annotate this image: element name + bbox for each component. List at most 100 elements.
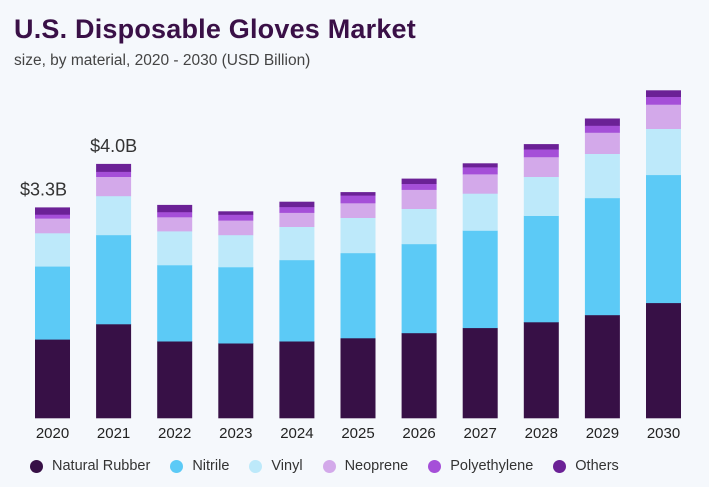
segment-others-2030 (646, 90, 681, 97)
total-label: $3.3B (20, 179, 67, 199)
segment-nitrile-2029 (584, 197, 620, 316)
segment-neoprene-2025 (340, 203, 376, 218)
segment-natural-rubber-2027 (462, 327, 498, 419)
legend: Natural Rubber Nitrile Vinyl Neoprene Polyet… (30, 458, 639, 474)
segment-natural-rubber-2030 (646, 302, 681, 419)
legend-swatch (428, 459, 442, 473)
legend-label: Neoprene (344, 458, 409, 474)
segment-nitrile-2023 (218, 267, 254, 344)
segment-vinyl-2024 (279, 226, 315, 261)
bar-2025 (340, 192, 376, 419)
segment-natural-rubber-2023 (218, 343, 254, 419)
bar-2028 (523, 144, 559, 419)
segment-others-2027 (462, 163, 498, 168)
legend-item: Polyethylene (428, 458, 533, 474)
legend-item: Neoprene (322, 458, 409, 474)
legend-item: Vinyl (249, 458, 303, 474)
legend-item: Nitrile (170, 458, 229, 474)
segment-natural-rubber-2028 (523, 322, 559, 419)
segment-nitrile-2030 (646, 174, 681, 304)
segment-others-2023 (218, 211, 254, 215)
segment-vinyl-2026 (401, 208, 437, 245)
total-label: $4.0B (90, 136, 137, 156)
segment-neoprene-2027 (462, 174, 498, 194)
segment-nitrile-2028 (523, 215, 559, 323)
segment-natural-rubber-2024 (279, 341, 315, 419)
x-tick-label: 2023 (219, 425, 252, 442)
legend-label: Polyethylene (450, 458, 534, 474)
segment-polyethylene-2026 (401, 183, 437, 190)
segment-natural-rubber-2022 (157, 341, 193, 419)
segment-neoprene-2023 (218, 220, 254, 236)
segment-polyethylene-2029 (584, 125, 620, 133)
bar-2021 (96, 163, 132, 419)
segment-others-2028 (523, 144, 559, 150)
segment-neoprene-2030 (646, 104, 681, 129)
segment-natural-rubber-2021 (96, 323, 132, 419)
segment-nitrile-2021 (96, 235, 132, 325)
segment-vinyl-2021 (96, 195, 132, 236)
segment-nitrile-2027 (462, 230, 498, 329)
legend-item: Natural Rubber (30, 458, 150, 474)
x-tick-label: 2022 (158, 425, 191, 442)
x-tick-label: 2028 (525, 425, 558, 442)
segment-others-2020 (35, 207, 70, 215)
segment-polyethylene-2023 (218, 214, 254, 221)
segment-vinyl-2023 (218, 235, 254, 268)
bar-2026 (401, 178, 437, 419)
chart-subtitle: size, by material, 2020 - 2030 (USD Bill… (14, 52, 311, 69)
segment-polyethylene-2027 (462, 167, 498, 175)
legend-label: Nitrile (192, 458, 230, 474)
legend-label: Others (575, 458, 619, 474)
legend-item: Others (553, 458, 619, 474)
x-tick-label: 2024 (280, 425, 313, 442)
bar-2029 (584, 118, 620, 419)
x-tick-label: 2021 (97, 425, 130, 442)
segment-vinyl-2029 (584, 153, 620, 199)
segment-vinyl-2022 (157, 231, 193, 266)
chart-title: U.S. Disposable Gloves Market (14, 14, 416, 44)
segment-others-2024 (279, 201, 315, 208)
segment-vinyl-2027 (462, 193, 498, 231)
segment-others-2021 (96, 163, 132, 172)
x-tick-label: 2020 (36, 425, 69, 442)
x-tick-label: 2025 (341, 425, 374, 442)
segment-nitrile-2025 (340, 252, 376, 339)
segment-natural-rubber-2025 (340, 338, 376, 419)
segment-natural-rubber-2020 (35, 339, 70, 419)
bar-2027 (462, 163, 498, 419)
segment-nitrile-2024 (279, 259, 315, 342)
segment-neoprene-2029 (584, 132, 620, 154)
segment-nitrile-2026 (401, 243, 437, 334)
segment-others-2022 (157, 204, 193, 213)
segment-neoprene-2022 (157, 217, 193, 232)
legend-swatch (170, 459, 184, 473)
segment-natural-rubber-2026 (401, 332, 437, 419)
segment-polyethylene-2020 (35, 214, 70, 219)
segment-polyethylene-2021 (96, 171, 132, 177)
bar-2023 (218, 211, 254, 419)
segment-vinyl-2030 (646, 128, 681, 176)
segment-vinyl-2025 (340, 217, 376, 254)
x-tick-label: 2030 (647, 425, 680, 442)
legend-swatch (553, 459, 567, 473)
segment-nitrile-2020 (35, 266, 70, 340)
bar-2020 (35, 207, 70, 419)
segment-natural-rubber-2029 (584, 315, 620, 419)
segment-polyethylene-2022 (157, 211, 193, 218)
segment-others-2029 (584, 118, 620, 126)
segment-polyethylene-2024 (279, 206, 315, 213)
segment-neoprene-2021 (96, 176, 132, 197)
segment-others-2026 (401, 178, 437, 184)
segment-vinyl-2028 (523, 176, 559, 216)
segment-vinyl-2020 (35, 233, 70, 267)
legend-swatch (249, 459, 263, 473)
segment-nitrile-2022 (157, 265, 193, 342)
legend-swatch (30, 459, 43, 473)
segment-polyethylene-2028 (523, 149, 559, 158)
segment-neoprene-2024 (279, 212, 315, 227)
legend-label: Vinyl (271, 458, 303, 474)
x-tick-label: 2029 (586, 425, 619, 442)
